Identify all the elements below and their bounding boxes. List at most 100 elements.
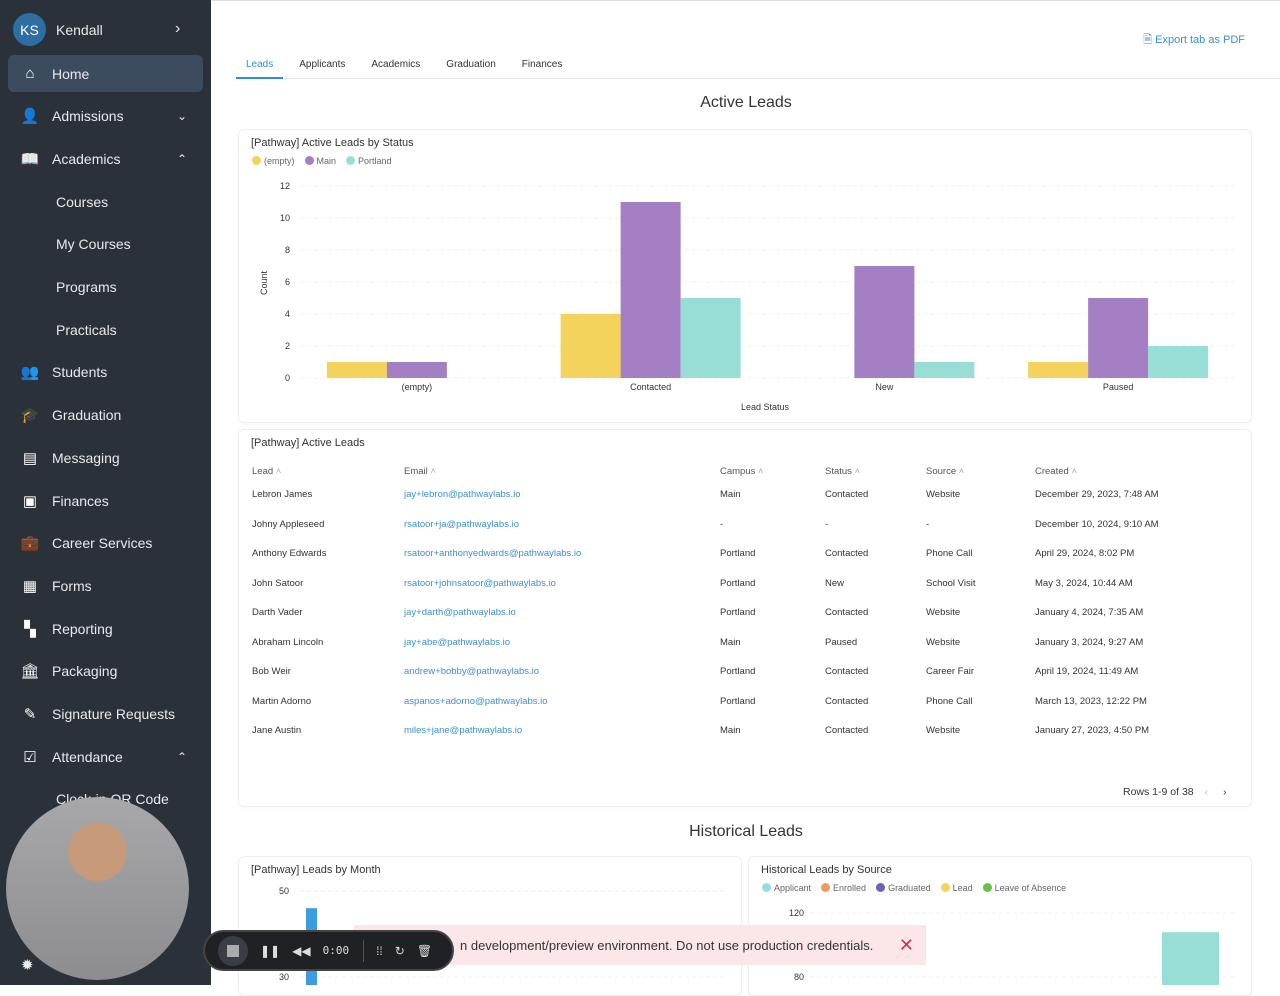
sidebar-item-practicals[interactable]: Practicals: [8, 311, 203, 348]
legend-item[interactable]: Applicant: [762, 883, 811, 893]
legend-item[interactable]: Lead: [940, 883, 973, 893]
cell[interactable]: jay+abe@pathwaylabs.io: [404, 636, 511, 648]
legend-item[interactable]: Leave of Absence: [982, 883, 1066, 893]
table-row[interactable]: Anthony Edwards rsatoor+anthonyedwards@pa…: [252, 539, 1255, 569]
cell: January 27, 2023, 4:50 PM: [1035, 725, 1150, 737]
sidebar-item-messaging[interactable]: ▤ Messaging: [8, 439, 203, 476]
sidebar-item-signature-requests[interactable]: ✎ Signature Requests: [8, 696, 203, 733]
sidebar-item-label: Reporting: [52, 620, 113, 637]
bug-icon[interactable]: ✹: [21, 957, 34, 974]
sidebar-item-my-courses[interactable]: My Courses: [8, 226, 203, 263]
message-icon: ▤: [22, 449, 38, 467]
next-page-button[interactable]: ›: [1222, 786, 1227, 798]
column-header[interactable]: Campus ˄: [720, 465, 764, 477]
column-header[interactable]: Created ˄: [1035, 465, 1078, 477]
bar-Paused-portland: [1148, 346, 1209, 378]
sidebar-item-courses[interactable]: Courses: [8, 183, 203, 220]
table-row[interactable]: Darth Vader jay+darth@pathwaylabs.io Portl…: [252, 598, 1255, 628]
table-row[interactable]: Johny Appleseed rsatoor+ja@pathwaylabs.io…: [252, 510, 1255, 540]
cell: Website: [926, 489, 961, 501]
restart-icon[interactable]: ↻: [394, 943, 405, 958]
sidebar-item-reporting[interactable]: ▚ Reporting: [8, 610, 203, 647]
sidebar-item-academics[interactable]: 📖 Academics ⌃: [8, 140, 203, 177]
sidebar-item-packaging[interactable]: 🏛 Packaging: [8, 653, 203, 690]
sidebar-item-graduation[interactable]: 🎓 Graduation: [8, 397, 203, 434]
sidebar-item-finances[interactable]: ▣ Finances: [8, 482, 203, 519]
y-tick-label: 120: [789, 908, 804, 918]
sidebar-item-label: Admissions: [52, 108, 124, 125]
tab-academics[interactable]: Academics: [371, 59, 421, 70]
rewind-button[interactable]: ◀◀: [292, 943, 311, 958]
sidebar-item-label: Practicals: [56, 321, 117, 338]
bar-empty-empty: [326, 362, 387, 378]
cell[interactable]: rsatoor+ja@pathwaylabs.io: [404, 518, 519, 530]
tab-applicants[interactable]: Applicants: [299, 59, 346, 70]
legend-item[interactable]: Graduated: [876, 883, 931, 893]
cell: December 10, 2024, 9:10 AM: [1035, 518, 1159, 530]
sidebar-item-admissions[interactable]: 👤 Admissions ⌄: [8, 98, 203, 135]
tab-graduation[interactable]: Graduation: [446, 59, 496, 70]
cell[interactable]: andrew+bobby@pathwaylabs.io: [404, 666, 540, 678]
legend-item[interactable]: Enrolled: [821, 883, 866, 893]
pause-button[interactable]: ❚❚: [260, 943, 281, 958]
column-header[interactable]: Source ˄: [926, 465, 965, 477]
bar-Contacted-portland: [680, 298, 741, 378]
sort-icon: ˄: [1071, 465, 1078, 477]
cell: April 29, 2024, 8:02 PM: [1035, 548, 1135, 560]
grid-icon[interactable]: ⁞⁞: [376, 943, 383, 958]
chart-legend: Applicant Enrolled Graduated Lead Leave of A…: [762, 883, 1066, 893]
sidebar-item-students[interactable]: 👥 Students: [8, 354, 203, 391]
sidebar-item-home[interactable]: ⌂ Home: [8, 55, 203, 92]
table-row[interactable]: Abraham Lincoln jay+abe@pathwaylabs.io Mai…: [252, 628, 1255, 658]
stop-icon: [227, 944, 239, 957]
table-row[interactable]: Jane Austin miles+jane@pathwaylabs.io Main…: [252, 716, 1255, 746]
cell: Contacted: [825, 489, 869, 501]
cell[interactable]: jay+darth@pathwaylabs.io: [404, 607, 516, 619]
cell[interactable]: aspanos+adorno@pathwaylabs.io: [404, 695, 548, 707]
legend-item[interactable]: Main: [304, 156, 336, 166]
bar-Paused-empty: [1028, 362, 1089, 378]
cell: Portland: [720, 548, 756, 560]
trash-icon[interactable]: 🗑: [416, 943, 433, 958]
sidebar-item-programs[interactable]: Programs: [8, 269, 203, 306]
sidebar-item-label: Courses: [56, 193, 109, 210]
tab-finances[interactable]: Finances: [521, 59, 563, 70]
table-row[interactable]: John Satoor rsatoor+johnsatoor@pathwaylab…: [252, 569, 1255, 599]
section-title-active: Active Leads: [700, 94, 792, 111]
chevron-icon: ⌃: [176, 151, 187, 166]
export-pdf-button[interactable]: 🗎 Export tab as PDF: [1143, 34, 1245, 46]
prev-page-button[interactable]: ‹: [1204, 786, 1209, 798]
sidebar-item-label: Finances: [52, 492, 109, 509]
legend-swatch: [982, 883, 992, 892]
table-row[interactable]: Bob Weir andrew+bobby@pathwaylabs.io Portl…: [252, 657, 1255, 687]
column-header[interactable]: Status ˄: [825, 465, 861, 477]
cell: March 13, 2023, 12:22 PM: [1035, 695, 1147, 707]
table-row[interactable]: Lebron James jay+lebron@pathwaylabs.io Mai…: [252, 480, 1255, 510]
divider: [363, 939, 365, 962]
column-header[interactable]: Lead ˄: [252, 465, 282, 477]
x-axis-label: Lead Status: [741, 402, 790, 412]
bar-New-main: [854, 266, 915, 378]
legend-item[interactable]: Portland: [346, 156, 392, 166]
cell[interactable]: rsatoor+johnsatoor@pathwaylabs.io: [404, 577, 556, 589]
close-icon[interactable]: ✕: [898, 934, 914, 955]
cell: Lebron James: [252, 489, 313, 501]
legend-item[interactable]: (empty): [252, 156, 295, 166]
cell[interactable]: miles+jane@pathwaylabs.io: [404, 725, 523, 737]
sidebar-item-career-services[interactable]: 💼 Career Services: [8, 525, 203, 562]
sidebar-item-forms[interactable]: ▦ Forms: [8, 567, 203, 604]
bank-icon: 🏛: [20, 663, 40, 681]
cell: Jane Austin: [252, 725, 302, 737]
cell: Portland: [720, 607, 756, 619]
column-header[interactable]: Email ˄: [404, 465, 436, 477]
cell[interactable]: jay+lebron@pathwaylabs.io: [404, 489, 521, 501]
cell[interactable]: rsatoor+anthonyedwards@pathwaylabs.io: [404, 548, 582, 560]
table-row[interactable]: Martin Adorno aspanos+adorno@pathwaylabs.…: [252, 687, 1255, 717]
user-menu[interactable]: KS Kendall ›: [0, 10, 211, 50]
sidebar-item-label: Attendance: [52, 748, 123, 765]
cell: Portland: [720, 695, 756, 707]
sidebar-item-attendance[interactable]: ☑ Attendance ⌃: [8, 738, 203, 775]
y-tick-label: 6: [285, 277, 290, 287]
stop-button[interactable]: [218, 935, 248, 966]
tab-leads[interactable]: Leads: [236, 59, 284, 79]
